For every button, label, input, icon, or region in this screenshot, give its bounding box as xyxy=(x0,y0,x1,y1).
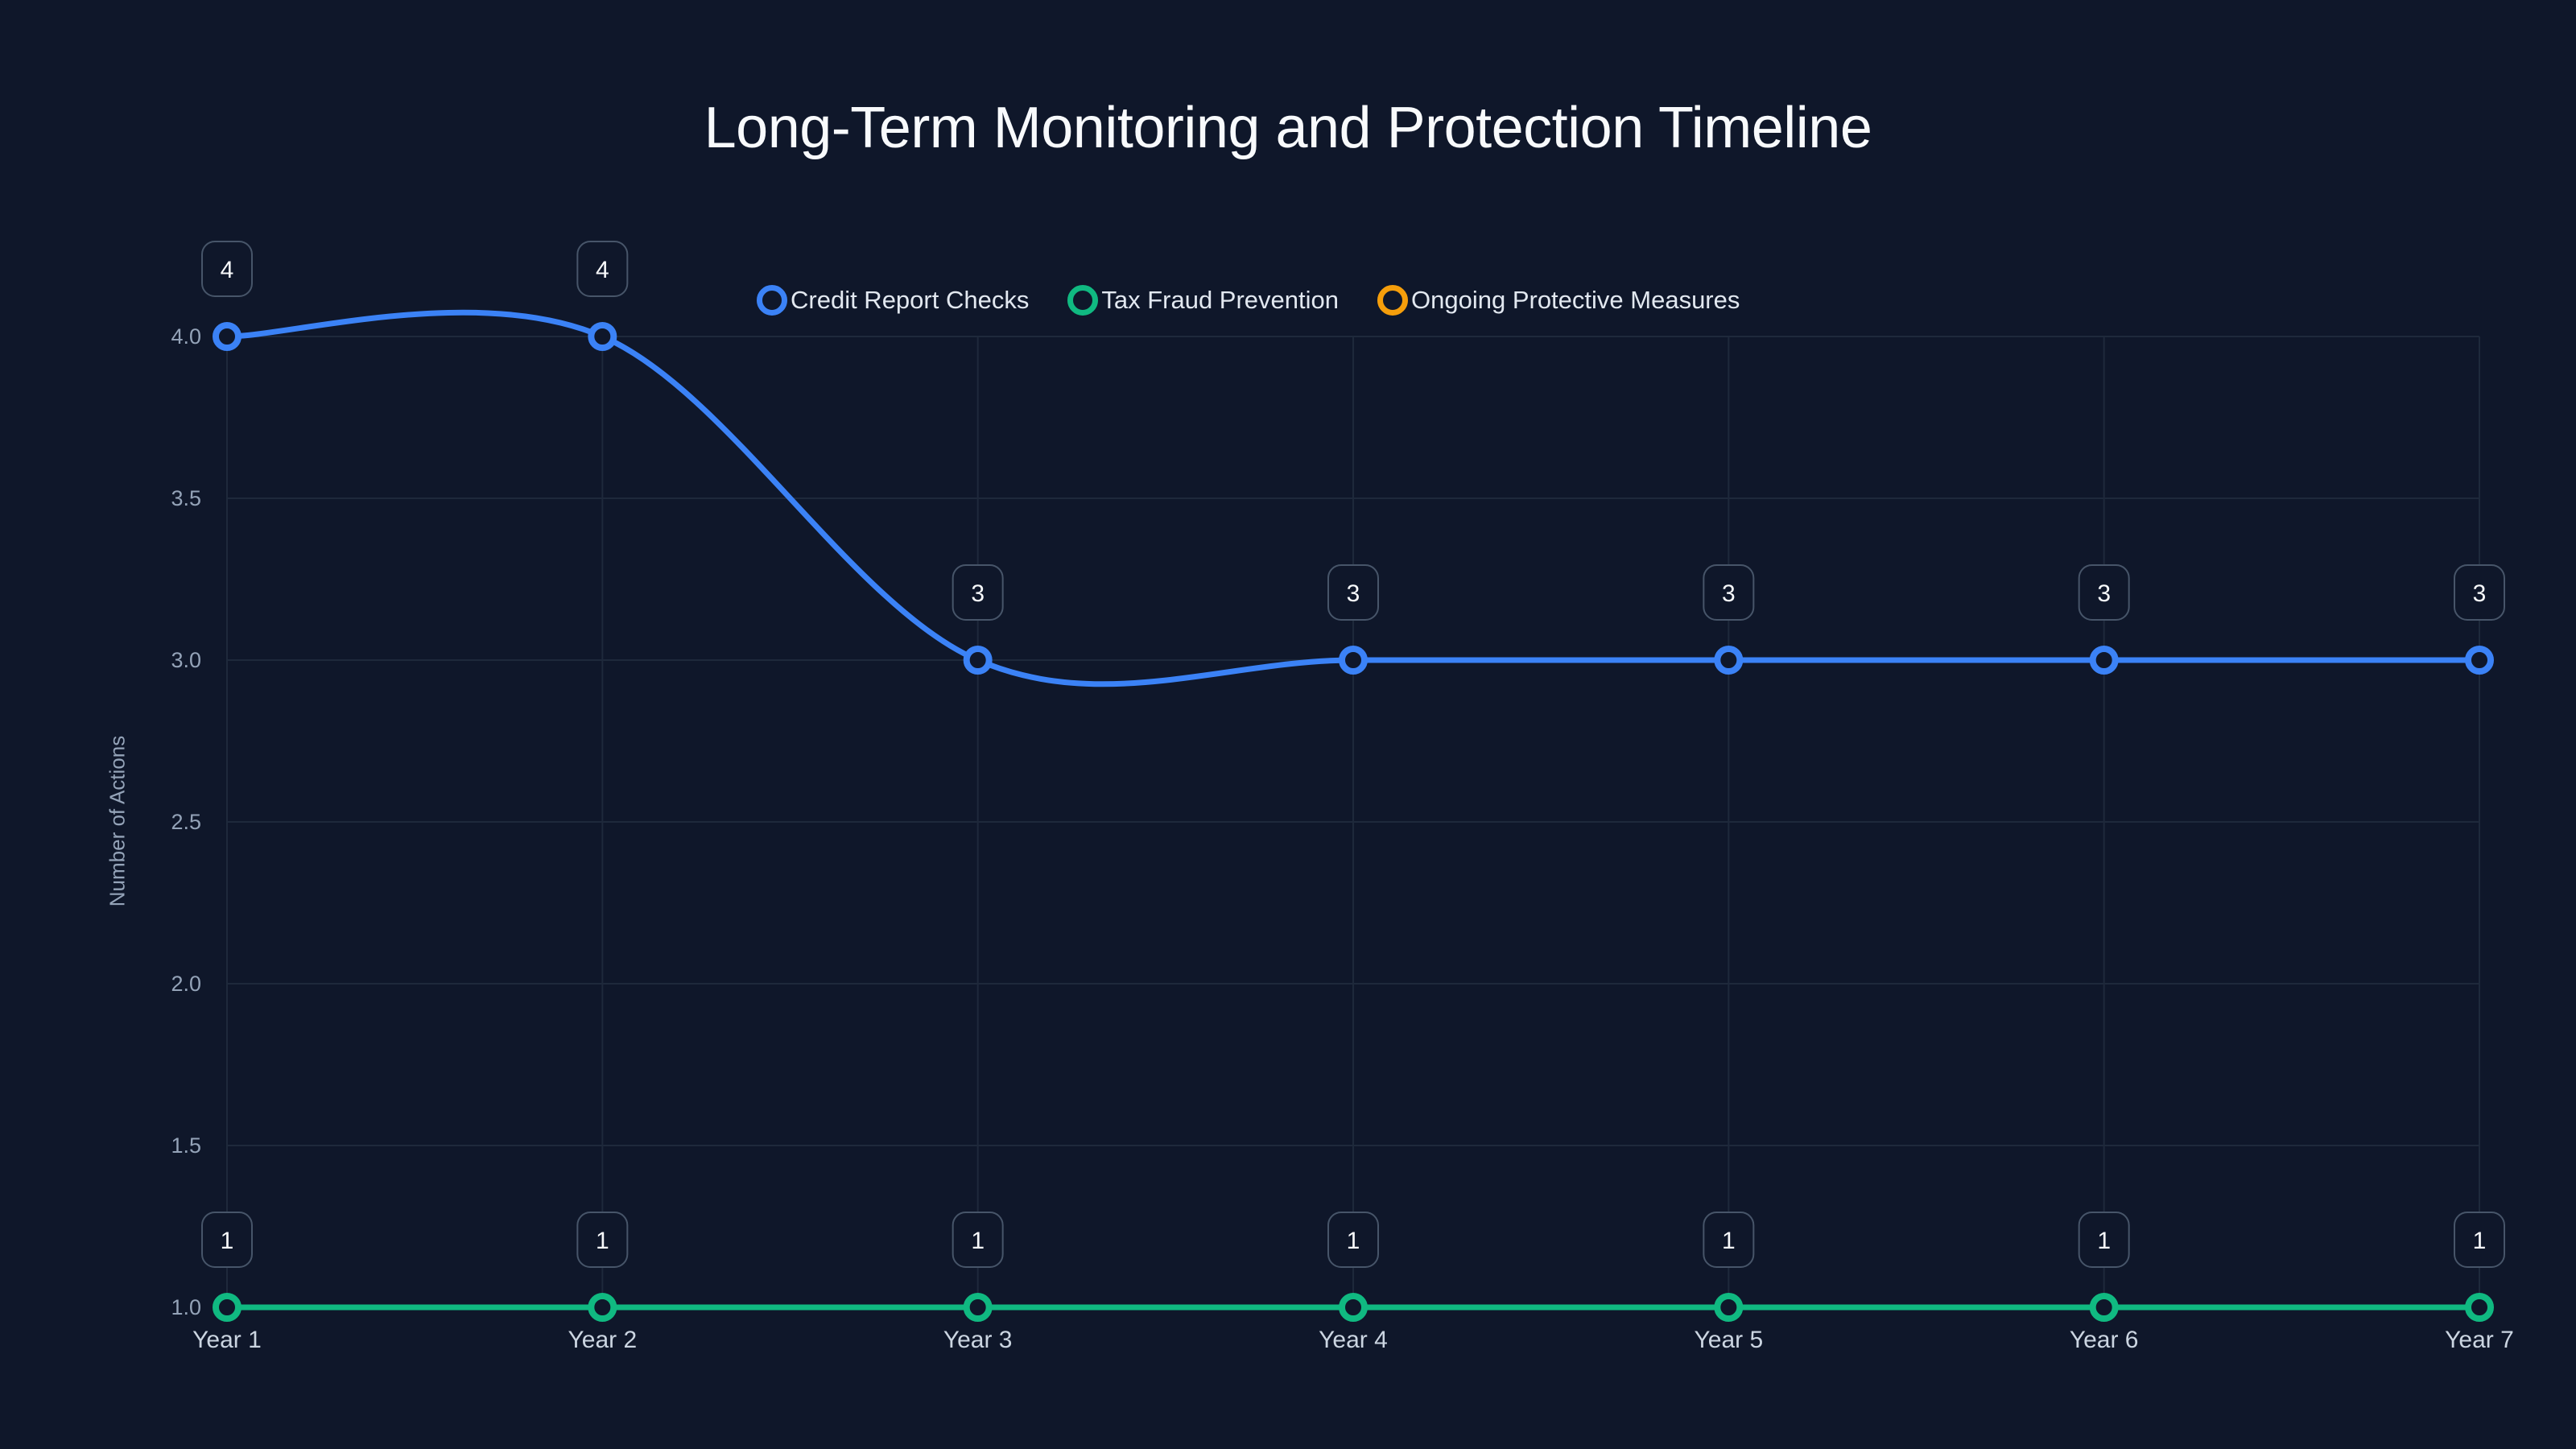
x-tick-label: Year 2 xyxy=(568,1327,638,1353)
data-label: 1 xyxy=(1703,1212,1755,1268)
data-point-marker[interactable] xyxy=(2089,646,2119,675)
series-lines xyxy=(213,309,2494,1322)
x-axis-ticks: Year 1 Year 2 Year 3 Year 4 Year 5 Year 6 Year… xyxy=(192,1327,2514,1353)
legend-circle-icon xyxy=(1377,285,1408,316)
svg-text:1: 1 xyxy=(971,1228,985,1254)
data-point-marker[interactable] xyxy=(1339,646,1368,675)
svg-text:3: 3 xyxy=(2473,580,2487,607)
data-label: 1 xyxy=(2454,1212,2505,1268)
data-label: 3 xyxy=(2078,564,2130,621)
legend-circle-icon xyxy=(1067,285,1099,316)
y-tick-label: 4.0 xyxy=(171,324,201,349)
legend-circle-icon xyxy=(757,285,787,316)
data-point-marker[interactable] xyxy=(588,322,617,351)
svg-text:1: 1 xyxy=(2473,1228,2487,1254)
x-tick-label: Year 1 xyxy=(192,1327,262,1353)
x-tick-label: Year 6 xyxy=(2070,1327,2139,1353)
series-credit-report-checks xyxy=(213,309,2494,687)
y-tick-label: 2.5 xyxy=(171,810,201,834)
legend-label: Tax Fraud Prevention xyxy=(1101,286,1339,314)
data-point-marker[interactable] xyxy=(588,1293,617,1322)
data-label: 1 xyxy=(2078,1212,2130,1268)
svg-text:3: 3 xyxy=(1347,580,1360,607)
data-label: 4 xyxy=(576,241,629,297)
data-point-marker[interactable] xyxy=(1714,646,1744,675)
data-point-marker[interactable] xyxy=(2465,1293,2494,1322)
legend-label: Ongoing Protective Measures xyxy=(1411,286,1740,314)
y-tick-label: 2.0 xyxy=(171,972,201,996)
y-tick-label: 1.5 xyxy=(171,1133,201,1158)
data-label: 4 xyxy=(201,241,253,297)
legend-item-credit-report-checks[interactable]: Credit Report Checks xyxy=(757,285,1029,316)
data-point-marker[interactable] xyxy=(213,322,242,351)
data-point-marker[interactable] xyxy=(2089,1293,2119,1322)
data-label: 3 xyxy=(952,564,1004,621)
svg-text:1: 1 xyxy=(221,1228,234,1254)
data-labels: 4 4 3 3 3 3 3 1 1 1 1 1 1 1 xyxy=(201,241,2505,1268)
data-label: 3 xyxy=(1703,564,1755,621)
svg-text:4: 4 xyxy=(221,257,234,283)
svg-text:1: 1 xyxy=(1347,1228,1360,1254)
svg-text:1: 1 xyxy=(2097,1228,2111,1254)
data-point-marker[interactable] xyxy=(1714,1293,1744,1322)
x-tick-label: Year 5 xyxy=(1695,1327,1764,1353)
svg-text:4: 4 xyxy=(596,257,609,283)
data-label: 3 xyxy=(1327,564,1379,621)
y-tick-label: 3.0 xyxy=(171,648,201,672)
legend-item-ongoing-protective-measures[interactable]: Ongoing Protective Measures xyxy=(1377,285,1740,316)
data-point-marker[interactable] xyxy=(213,1293,242,1322)
data-label: 1 xyxy=(201,1212,253,1268)
y-tick-label: 3.5 xyxy=(171,486,201,510)
data-label: 3 xyxy=(2454,564,2505,621)
data-point-marker[interactable] xyxy=(963,1293,993,1322)
y-axis-ticks: 1.0 1.5 2.0 2.5 3.0 3.5 4.0 xyxy=(171,324,201,1319)
legend-label: Credit Report Checks xyxy=(791,286,1030,314)
data-label: 1 xyxy=(1327,1212,1379,1268)
data-label: 1 xyxy=(576,1212,629,1268)
svg-text:3: 3 xyxy=(971,580,985,607)
grid-lines xyxy=(226,336,2480,1308)
x-tick-label: Year 4 xyxy=(1319,1327,1388,1353)
data-label: 1 xyxy=(952,1212,1004,1268)
svg-text:1: 1 xyxy=(1722,1228,1736,1254)
x-tick-label: Year 3 xyxy=(943,1327,1013,1353)
svg-text:3: 3 xyxy=(2097,580,2111,607)
data-point-marker[interactable] xyxy=(2465,646,2494,675)
y-tick-label: 1.0 xyxy=(171,1295,201,1319)
data-point-marker[interactable] xyxy=(1339,1293,1368,1322)
svg-text:3: 3 xyxy=(1722,580,1736,607)
legend-item-tax-fraud-prevention[interactable]: Tax Fraud Prevention xyxy=(1067,285,1339,316)
series-tax-fraud-prevention xyxy=(213,1293,2494,1322)
svg-text:1: 1 xyxy=(596,1228,609,1254)
chart-title: Long-Term Monitoring and Protection Time… xyxy=(704,96,1872,160)
x-tick-label: Year 7 xyxy=(2445,1327,2514,1353)
chart-legend: Credit Report Checks Tax Fraud Preventio… xyxy=(757,285,1740,316)
data-point-marker[interactable] xyxy=(963,646,993,675)
